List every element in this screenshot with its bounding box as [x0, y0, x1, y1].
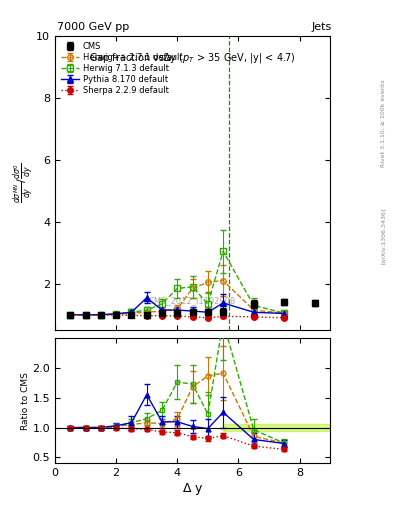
- X-axis label: $\Delta$ y: $\Delta$ y: [182, 481, 203, 497]
- Y-axis label: Ratio to CMS: Ratio to CMS: [20, 372, 29, 430]
- Bar: [223, 424, 330, 431]
- Text: CMS_2012_I1102908: CMS_2012_I1102908: [149, 296, 236, 305]
- Text: Jets: Jets: [312, 22, 332, 32]
- Text: [arXiv:1306.3436]: [arXiv:1306.3436]: [381, 207, 386, 264]
- Y-axis label: $\frac{d\sigma^{MN}}{dy}$/$\frac{d\sigma^{0}}{dy}$: $\frac{d\sigma^{MN}}{dy}$/$\frac{d\sigma…: [12, 163, 35, 203]
- Text: Gap fraction vs$\Delta$y ($p_{T}$ > 35 GeV, |y| < 4.7): Gap fraction vs$\Delta$y ($p_{T}$ > 35 G…: [89, 51, 296, 65]
- Legend: CMS, Herwig++ 2.7.1 default, Herwig 7.1.3 default, Pythia 8.170 default, Sherpa : CMS, Herwig++ 2.7.1 default, Herwig 7.1.…: [59, 40, 184, 97]
- Text: 7000 GeV pp: 7000 GeV pp: [57, 22, 129, 32]
- Text: Rivet 3.1.10, ≥ 100k events: Rivet 3.1.10, ≥ 100k events: [381, 79, 386, 167]
